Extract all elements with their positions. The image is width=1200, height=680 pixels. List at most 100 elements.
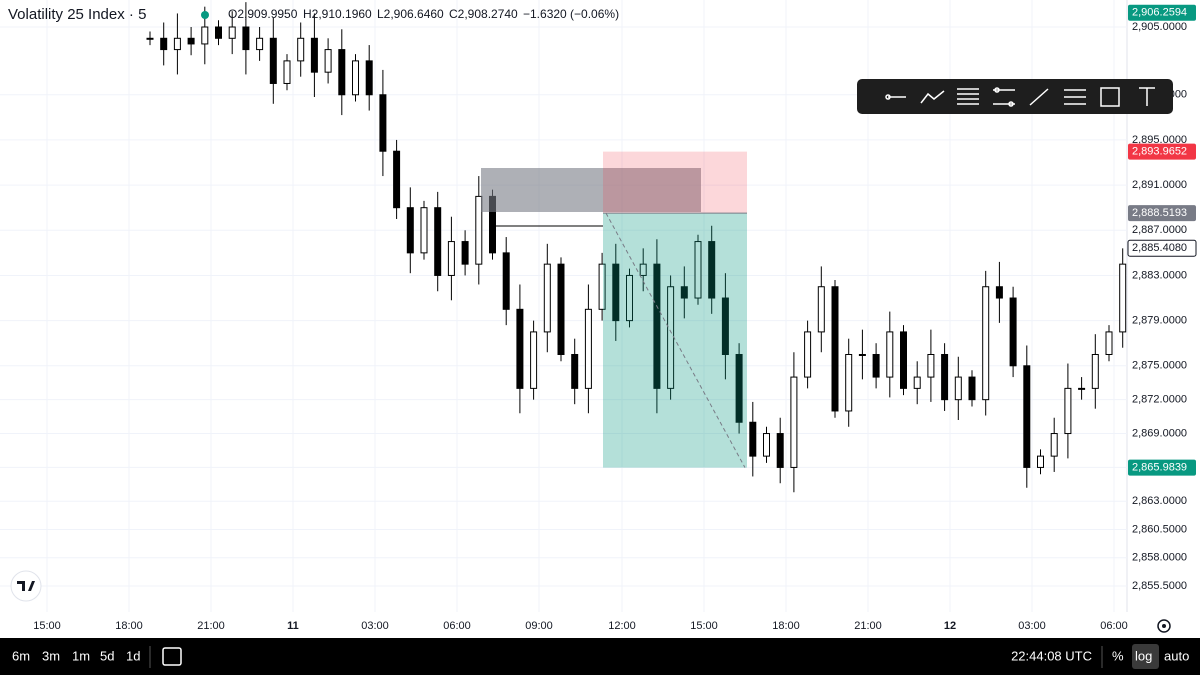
candle-body [968, 376, 976, 401]
price-tick-label: 2,875.0000 [1132, 360, 1187, 372]
candle [995, 261, 1003, 323]
candle-body [1078, 387, 1086, 390]
candle-body [406, 207, 414, 254]
ohlc-high: H2,910.1960 [303, 7, 372, 21]
candle [598, 252, 606, 321]
time-tick-label: 12 [944, 620, 956, 632]
candle-body [653, 263, 661, 389]
candle-body [1091, 353, 1099, 389]
candle-body [749, 421, 757, 457]
symbol: Volatility 25 Index · 5 [8, 6, 146, 23]
candle [297, 22, 305, 77]
candle [639, 248, 647, 292]
price-tick-label: 2,860.5000 [1132, 523, 1187, 535]
candle [324, 38, 332, 84]
candle-body [1119, 263, 1127, 333]
time-tick-label: 18:00 [115, 620, 143, 632]
price-tag-label: 2,865.9839 [1132, 462, 1187, 474]
candle [680, 266, 688, 319]
time-tick-label: 11 [287, 620, 299, 632]
candle-body [283, 60, 291, 84]
candle-body [831, 286, 839, 412]
candle-body [1050, 433, 1058, 457]
candle-body [310, 37, 318, 73]
price-tick-label: 2,879.0000 [1132, 315, 1187, 327]
candle [1023, 345, 1031, 488]
candle [146, 31, 154, 46]
candle-body [215, 26, 222, 39]
candle [626, 268, 633, 328]
candle-body [927, 353, 935, 378]
price-tag [1128, 459, 1196, 476]
range-button[interactable]: 1m [72, 648, 90, 663]
range-button[interactable]: 3m [42, 648, 60, 663]
candle [584, 284, 592, 414]
candle-body [201, 26, 209, 45]
price-tag [1127, 239, 1197, 257]
candle [845, 338, 853, 427]
percent-toggle[interactable]: % [1112, 648, 1124, 663]
candle [557, 257, 565, 362]
status-dot [201, 11, 209, 19]
target-zone [603, 213, 747, 468]
candle [1064, 363, 1072, 459]
candle [228, 11, 236, 55]
candle [160, 22, 168, 66]
candle-body [160, 37, 168, 51]
candle-body [269, 37, 277, 84]
time-tick-label: 21:00 [854, 620, 882, 632]
candle-body [804, 331, 812, 378]
price-tag-label: 2,893.9652 [1132, 146, 1187, 158]
candle-body [146, 37, 154, 40]
candle-body [872, 353, 880, 378]
range-button[interactable]: 6m [12, 648, 30, 663]
range-button[interactable]: 1d [126, 648, 140, 663]
price-tag [1128, 205, 1196, 222]
candle [982, 270, 990, 416]
price-tick-label: 2,887.0000 [1132, 224, 1187, 236]
ohlc-change: −1.6320 (−0.06%) [523, 7, 619, 21]
date-range-icon[interactable] [162, 647, 182, 666]
candle [721, 273, 729, 380]
candle-body [735, 353, 743, 423]
candle [735, 343, 743, 434]
candle [1091, 334, 1099, 409]
candle [187, 27, 195, 56]
candle-body [708, 241, 716, 299]
auto-toggle[interactable]: auto [1164, 648, 1189, 663]
candle-body [1037, 455, 1044, 468]
candle-body [338, 49, 346, 96]
candle-body [393, 150, 401, 209]
candle [941, 343, 949, 411]
settings-icon[interactable] [1157, 619, 1171, 633]
candle-body [886, 331, 894, 378]
price-tick-label: 2,858.0000 [1132, 552, 1187, 564]
log-toggle[interactable]: log [1135, 648, 1152, 663]
candle [338, 29, 346, 116]
range-button[interactable]: 5d [100, 648, 114, 663]
candle-body [1023, 365, 1031, 468]
candle-body [776, 433, 784, 468]
candle [516, 284, 524, 414]
candle [475, 176, 483, 285]
candle-body [379, 94, 387, 152]
time-tick-label: 15:00 [690, 620, 718, 632]
candle [283, 54, 291, 91]
candle-body [858, 353, 866, 356]
candle-body [187, 37, 195, 45]
candle-body [543, 263, 551, 333]
price-tag-label: 2,888.5193 [1132, 207, 1187, 219]
candle-body [228, 26, 236, 39]
time-tick-label: 21:00 [197, 620, 225, 632]
price-tag-label: 2,885.4080 [1132, 242, 1187, 254]
candle [954, 356, 962, 420]
drawing-toolbar [857, 79, 1173, 114]
candle-body [790, 376, 798, 468]
candle [653, 239, 661, 414]
candle-body [639, 263, 647, 276]
candle [420, 200, 428, 260]
candle [612, 243, 620, 341]
time-tick-label: 03:00 [361, 620, 389, 632]
candle [502, 237, 510, 326]
